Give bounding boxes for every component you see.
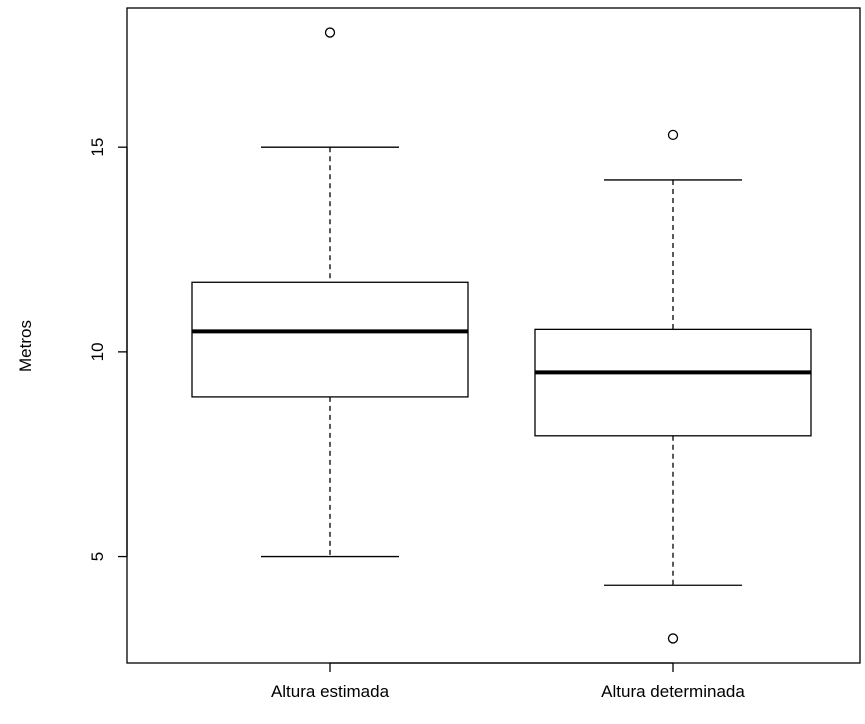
outlier-point xyxy=(667,129,679,141)
y-tick-label: 10 xyxy=(88,342,107,361)
x-tick-label: Altura estimada xyxy=(271,682,390,701)
x-axis: Altura estimada Altura determinada xyxy=(271,662,745,701)
outlier-point xyxy=(324,27,336,38)
iqr-box xyxy=(191,281,469,398)
boxes-group xyxy=(191,27,812,644)
y-tick-label: 5 xyxy=(88,552,107,561)
x-tick-label: Altura determinada xyxy=(601,682,745,701)
y-tick-label: 15 xyxy=(88,138,107,157)
y-axis-title: Metros xyxy=(16,320,35,372)
y-axis: 5 10 15 xyxy=(88,138,128,561)
iqr-box xyxy=(534,328,812,437)
box-1 xyxy=(191,27,469,558)
outlier-point xyxy=(667,633,679,644)
box-2 xyxy=(534,129,812,644)
